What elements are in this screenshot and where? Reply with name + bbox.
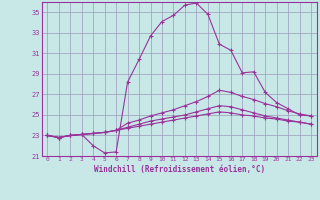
X-axis label: Windchill (Refroidissement éolien,°C): Windchill (Refroidissement éolien,°C) bbox=[94, 165, 265, 174]
